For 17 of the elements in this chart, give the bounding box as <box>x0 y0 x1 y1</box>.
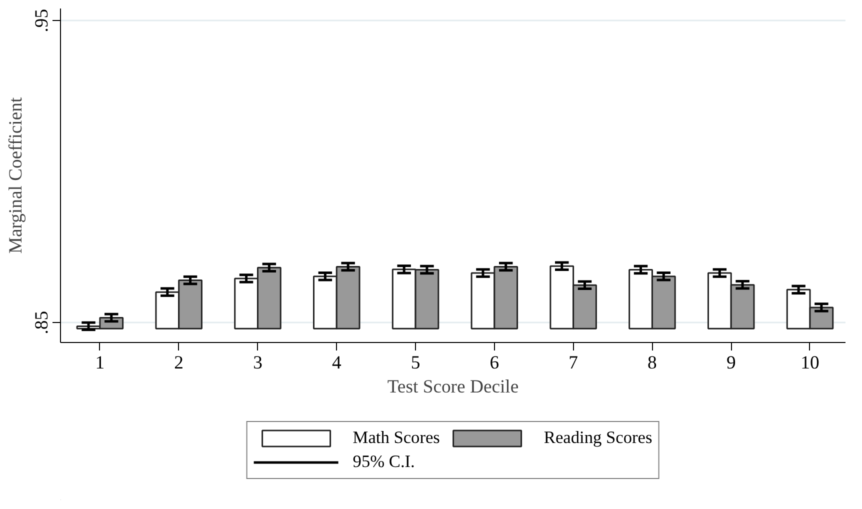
x-axis-title: Test Score Decile <box>387 376 519 398</box>
x-tick-label: 3 <box>253 352 262 374</box>
x-tick-label: 5 <box>410 352 420 374</box>
y-tick-label: .85 <box>32 310 52 334</box>
x-tick-label: 10 <box>800 352 820 374</box>
x-tick-label: 4 <box>332 352 342 374</box>
x-tick-label: 9 <box>726 352 736 374</box>
x-tick-label: 8 <box>648 352 657 374</box>
legend-label: Math Scores <box>352 428 440 448</box>
y-axis-title: Marginal Coefficient <box>6 96 26 254</box>
x-tick-label: 7 <box>568 352 578 374</box>
x-tick-label: 1 <box>95 352 105 374</box>
text: 95% C.I. <box>352 452 415 472</box>
legend-label: Reading Scores <box>544 428 652 448</box>
x-tick-label: 6 <box>490 352 500 374</box>
y-tick-label: .95 <box>32 8 52 32</box>
x-tick-label: 2 <box>174 352 184 374</box>
